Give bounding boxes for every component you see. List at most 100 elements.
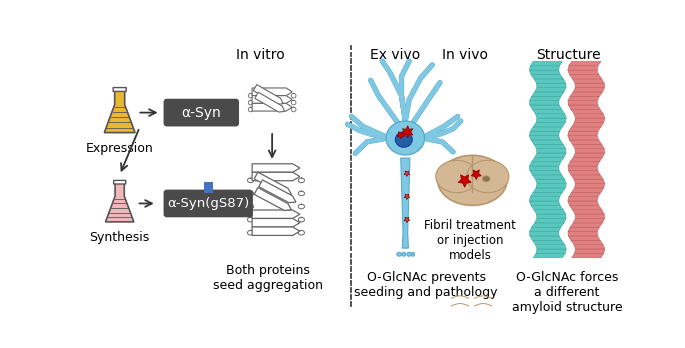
Ellipse shape <box>436 160 478 193</box>
Polygon shape <box>574 179 605 183</box>
Polygon shape <box>531 74 563 79</box>
Polygon shape <box>569 105 600 109</box>
Ellipse shape <box>386 121 425 155</box>
Polygon shape <box>535 88 566 92</box>
Polygon shape <box>575 149 605 153</box>
Polygon shape <box>535 219 566 223</box>
Polygon shape <box>530 127 562 131</box>
Polygon shape <box>568 197 598 201</box>
Polygon shape <box>569 61 601 66</box>
Polygon shape <box>404 171 410 176</box>
Polygon shape <box>252 210 300 219</box>
Polygon shape <box>252 219 300 227</box>
Polygon shape <box>402 126 413 138</box>
Polygon shape <box>530 227 561 231</box>
Ellipse shape <box>407 252 412 256</box>
Polygon shape <box>568 70 599 74</box>
Text: α-Syn: α-Syn <box>182 105 221 120</box>
Polygon shape <box>252 227 300 235</box>
Polygon shape <box>536 114 566 118</box>
Polygon shape <box>252 164 300 172</box>
FancyBboxPatch shape <box>164 190 253 217</box>
Polygon shape <box>404 217 410 223</box>
Polygon shape <box>397 132 404 139</box>
Polygon shape <box>532 157 564 162</box>
Polygon shape <box>530 166 559 171</box>
Polygon shape <box>574 114 605 118</box>
Polygon shape <box>534 144 566 149</box>
Text: O-GlcNAc forces
a different
amyloid structure: O-GlcNAc forces a different amyloid stru… <box>512 271 623 314</box>
Ellipse shape <box>482 176 490 182</box>
Polygon shape <box>574 245 605 249</box>
Polygon shape <box>569 140 601 144</box>
Polygon shape <box>252 88 292 96</box>
Polygon shape <box>572 122 603 127</box>
Polygon shape <box>573 219 605 223</box>
Polygon shape <box>569 192 601 197</box>
Polygon shape <box>536 245 566 249</box>
Polygon shape <box>254 172 291 195</box>
FancyBboxPatch shape <box>164 99 239 126</box>
FancyBboxPatch shape <box>113 88 126 92</box>
Polygon shape <box>255 92 284 112</box>
Polygon shape <box>532 175 564 179</box>
Polygon shape <box>568 96 599 101</box>
Bar <box>203 182 213 193</box>
Ellipse shape <box>395 132 412 147</box>
Polygon shape <box>570 92 603 96</box>
Polygon shape <box>252 96 292 103</box>
Polygon shape <box>471 170 482 180</box>
Polygon shape <box>535 153 566 157</box>
FancyBboxPatch shape <box>114 180 126 184</box>
Polygon shape <box>458 175 471 187</box>
Polygon shape <box>575 214 605 219</box>
Polygon shape <box>105 183 134 222</box>
Polygon shape <box>532 109 564 114</box>
Polygon shape <box>531 205 563 210</box>
Polygon shape <box>530 201 560 205</box>
Polygon shape <box>530 66 560 70</box>
Polygon shape <box>536 179 566 183</box>
Polygon shape <box>534 79 566 83</box>
Polygon shape <box>401 158 410 248</box>
Polygon shape <box>573 144 604 149</box>
Polygon shape <box>570 157 603 162</box>
Polygon shape <box>568 136 599 140</box>
Polygon shape <box>532 240 564 245</box>
Text: In vivo: In vivo <box>442 48 488 62</box>
Polygon shape <box>536 83 566 88</box>
Polygon shape <box>536 118 566 122</box>
Polygon shape <box>533 188 565 192</box>
Ellipse shape <box>402 252 406 256</box>
Polygon shape <box>534 210 566 214</box>
Polygon shape <box>569 236 600 240</box>
Polygon shape <box>569 74 601 79</box>
Text: In vitro: In vitro <box>236 48 285 62</box>
Polygon shape <box>536 214 566 219</box>
Polygon shape <box>530 171 562 175</box>
Polygon shape <box>530 162 561 166</box>
Polygon shape <box>530 70 560 74</box>
Polygon shape <box>252 103 292 111</box>
Polygon shape <box>530 101 559 105</box>
Polygon shape <box>568 231 597 236</box>
Polygon shape <box>571 175 603 179</box>
Polygon shape <box>533 253 565 258</box>
Polygon shape <box>253 85 283 104</box>
Ellipse shape <box>438 155 507 205</box>
Ellipse shape <box>466 160 509 193</box>
Polygon shape <box>533 122 565 127</box>
Polygon shape <box>575 249 605 253</box>
Text: O-GlcNAc prevents
seeding and pathology: O-GlcNAc prevents seeding and pathology <box>354 271 498 299</box>
Text: Synthesis: Synthesis <box>90 231 150 244</box>
Polygon shape <box>532 223 564 227</box>
Text: Structure: Structure <box>536 48 601 62</box>
Polygon shape <box>259 180 296 203</box>
Polygon shape <box>569 171 600 175</box>
Polygon shape <box>252 172 300 181</box>
Polygon shape <box>530 231 559 236</box>
Polygon shape <box>568 166 597 171</box>
Polygon shape <box>530 131 560 136</box>
Polygon shape <box>569 127 601 131</box>
Text: Ex vivo: Ex vivo <box>370 48 421 62</box>
